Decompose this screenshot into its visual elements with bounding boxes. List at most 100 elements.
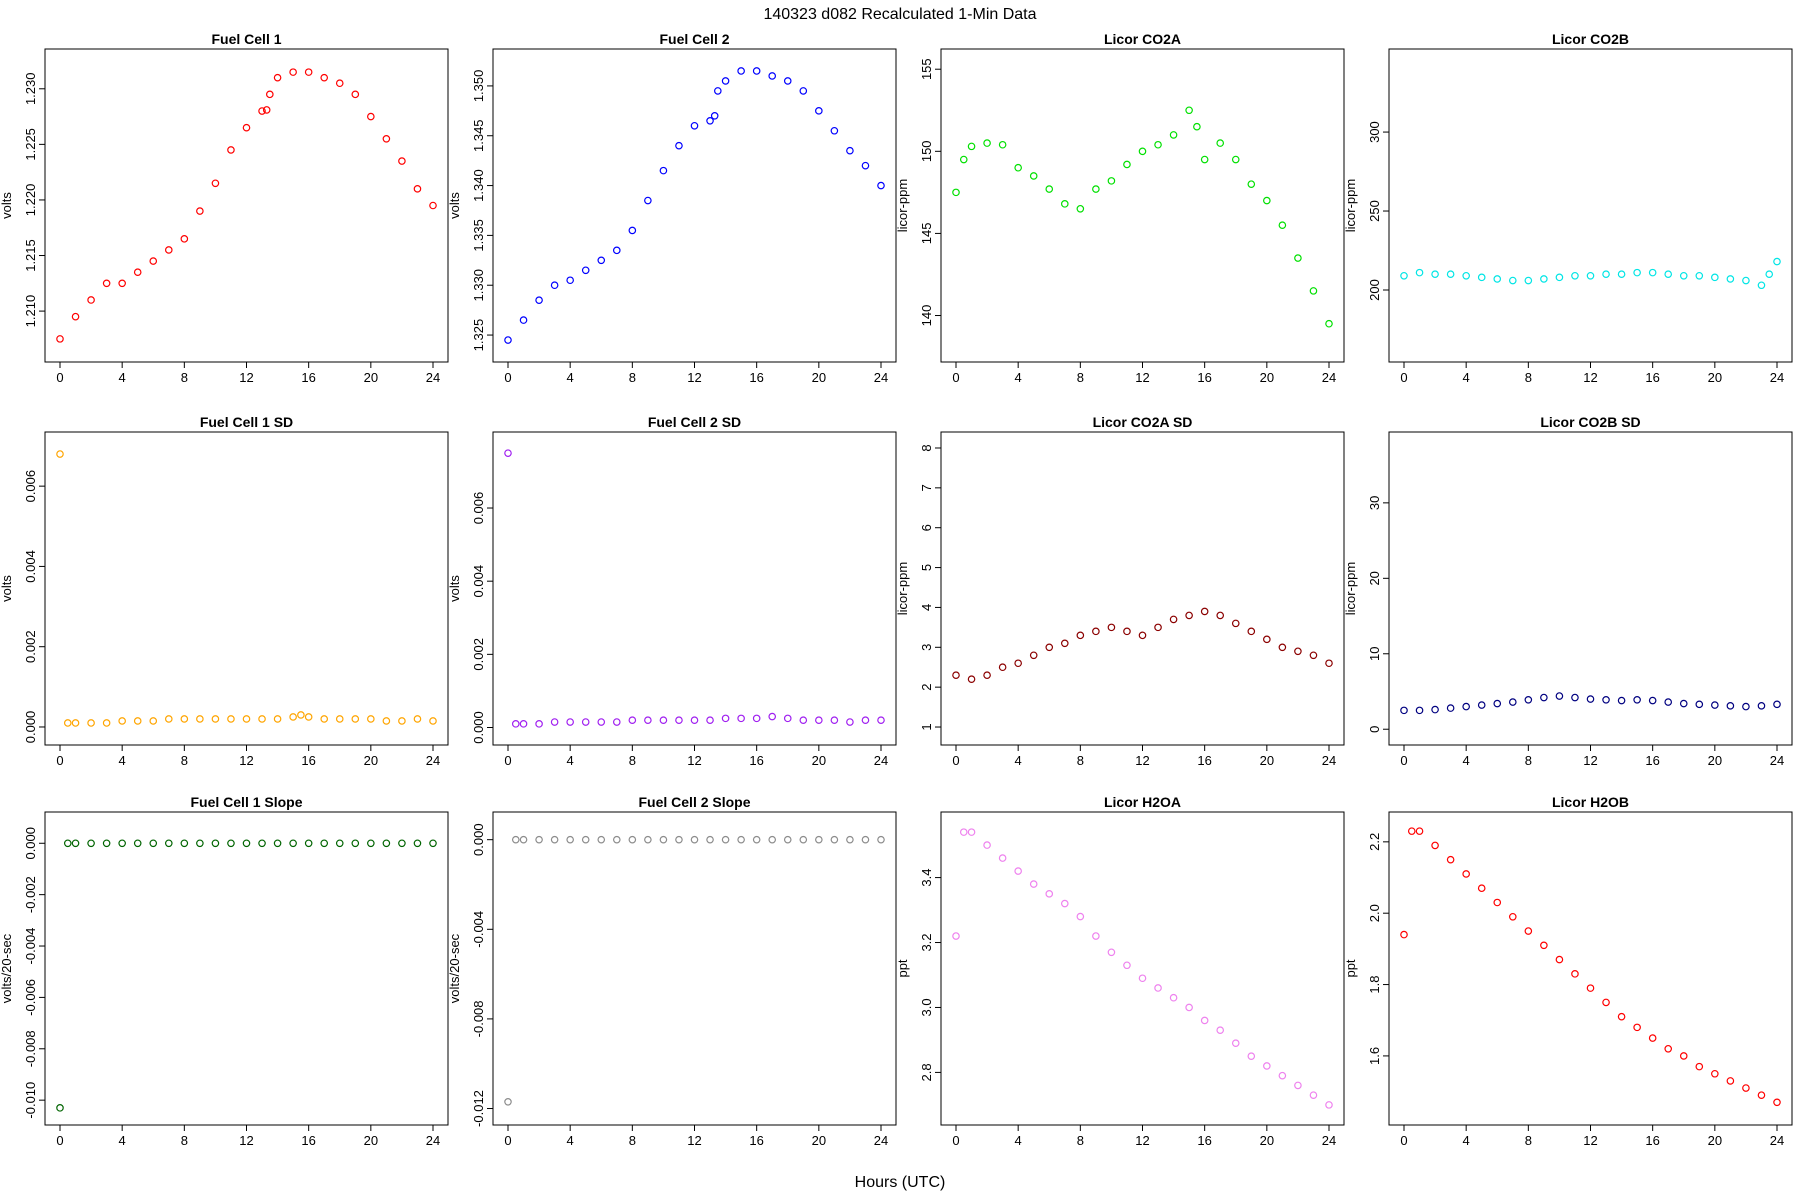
data-point xyxy=(504,336,512,344)
data-point xyxy=(1664,1044,1673,1053)
data-point xyxy=(1726,702,1735,710)
data-point xyxy=(952,188,960,197)
y-tick-label: -0.010 xyxy=(23,1082,38,1119)
data-point xyxy=(320,715,329,723)
data-point xyxy=(56,1104,64,1112)
data-point xyxy=(1602,270,1610,278)
data-point xyxy=(1508,698,1517,706)
x-tick-label: 24 xyxy=(426,370,440,385)
x-tick-label: 20 xyxy=(364,370,378,385)
data-point xyxy=(1493,275,1502,283)
data-point xyxy=(612,835,621,844)
data-point xyxy=(118,839,126,848)
data-point xyxy=(1540,275,1548,283)
data-point xyxy=(1602,695,1610,704)
data-point xyxy=(382,135,391,143)
data-point xyxy=(1154,984,1162,992)
data-point xyxy=(1200,1016,1209,1025)
data-point xyxy=(335,839,344,848)
y-tick-label: 1.345 xyxy=(471,119,486,152)
data-point xyxy=(1648,696,1657,705)
x-tick-label: 12 xyxy=(239,753,253,768)
data-point xyxy=(737,835,745,844)
data-point xyxy=(304,713,313,721)
y-tick-label: 140 xyxy=(919,305,934,327)
data-point xyxy=(998,140,1007,149)
panel-title: Fuel Cell 2 SD xyxy=(648,414,741,430)
data-point xyxy=(1431,841,1439,850)
data-point xyxy=(1477,884,1486,893)
data-point xyxy=(1138,631,1147,640)
x-tick-label: 4 xyxy=(119,753,126,768)
data-point xyxy=(1263,1062,1271,1070)
data-point xyxy=(335,715,344,723)
x-tick-label: 4 xyxy=(119,1133,126,1148)
data-series xyxy=(56,68,437,343)
x-tick-label: 12 xyxy=(1583,1133,1597,1148)
x-tick-label: 24 xyxy=(1322,1133,1336,1148)
y-tick-label: 1.210 xyxy=(23,295,38,328)
data-point xyxy=(1107,177,1116,185)
data-point xyxy=(1278,643,1287,652)
data-point xyxy=(1617,696,1626,705)
panel-frame xyxy=(1388,48,1793,363)
data-point xyxy=(1726,1077,1735,1085)
panel: Fuel Cell 2 volts 0 4 8 12 16 20 24 1.325 1.330 1.3… xyxy=(447,31,897,385)
data-point xyxy=(967,142,976,151)
data-point xyxy=(690,121,699,130)
data-point xyxy=(1679,1052,1688,1060)
data-point xyxy=(1493,699,1502,708)
panel-title: Fuel Cell 1 xyxy=(211,31,281,47)
data-point xyxy=(1169,131,1178,139)
data-point xyxy=(690,716,699,724)
data-point xyxy=(1446,855,1455,864)
data-point xyxy=(550,835,559,844)
data-point xyxy=(846,146,854,155)
data-point xyxy=(535,720,543,728)
data-point xyxy=(1773,257,1781,266)
data-point xyxy=(398,157,406,165)
data-point xyxy=(227,839,235,848)
x-tick-label: 20 xyxy=(1708,370,1722,385)
data-point xyxy=(535,296,543,304)
data-point xyxy=(566,276,574,285)
data-point xyxy=(304,839,313,848)
data-point xyxy=(1154,140,1162,149)
data-point xyxy=(597,256,606,265)
data-point xyxy=(1508,276,1517,285)
data-point xyxy=(675,716,683,724)
data-point xyxy=(1092,932,1100,940)
data-point xyxy=(242,715,251,723)
data-point xyxy=(149,257,158,265)
x-tick-label: 0 xyxy=(56,753,63,768)
x-tick-label: 8 xyxy=(629,1133,636,1148)
data-point xyxy=(133,839,142,848)
data-point xyxy=(783,835,792,844)
data-point xyxy=(211,179,220,188)
y-axis-label: licor-ppm xyxy=(895,179,910,232)
data-point xyxy=(1309,287,1318,295)
x-tick-label: 8 xyxy=(181,370,188,385)
data-point xyxy=(581,266,590,275)
data-point xyxy=(1633,268,1641,277)
x-tick-label: 8 xyxy=(1077,1133,1084,1148)
data-point xyxy=(87,839,95,848)
data-point xyxy=(550,281,559,290)
y-axis-label: licor-ppm xyxy=(895,562,910,615)
data-point xyxy=(413,715,422,723)
data-point xyxy=(581,718,590,726)
data-point xyxy=(752,714,761,723)
data-point xyxy=(952,671,960,680)
data-point xyxy=(1462,271,1470,280)
panel-title: Fuel Cell 1 SD xyxy=(200,414,293,430)
data-point xyxy=(830,126,839,135)
y-tick-label: 3 xyxy=(919,644,934,651)
data-point xyxy=(644,716,652,724)
y-tick-label: 145 xyxy=(919,223,934,245)
data-point xyxy=(320,839,329,848)
data-point xyxy=(675,835,683,844)
y-tick-label: 155 xyxy=(919,58,934,80)
data-point xyxy=(1446,704,1455,712)
data-point xyxy=(1726,275,1735,283)
data-point xyxy=(1742,702,1750,711)
